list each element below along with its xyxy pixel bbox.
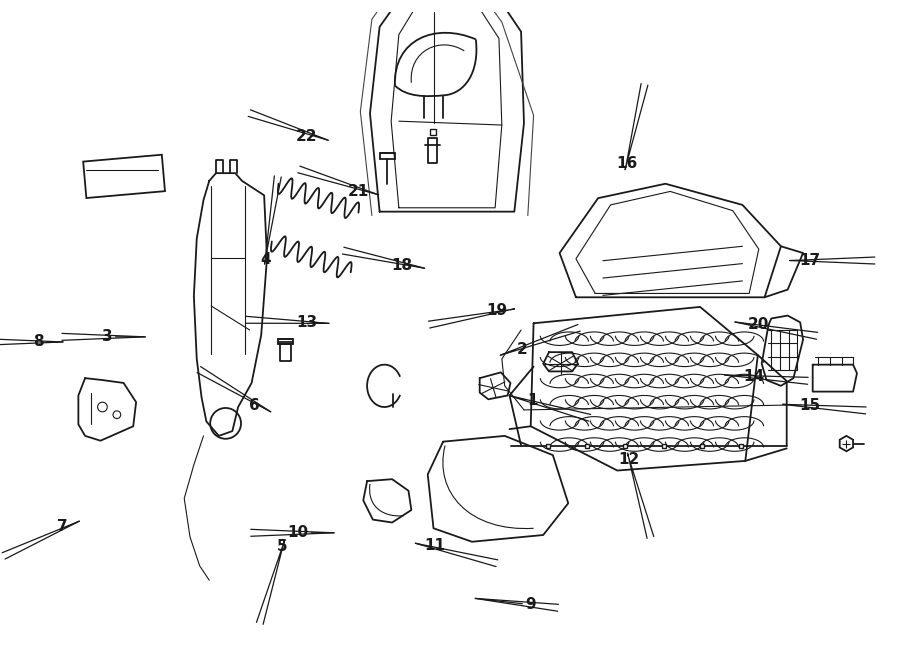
Text: 13: 13 <box>296 315 317 330</box>
Text: 9: 9 <box>525 596 535 611</box>
Bar <box>83 155 165 198</box>
Text: 22: 22 <box>296 129 317 144</box>
Text: 8: 8 <box>33 334 43 350</box>
Text: 21: 21 <box>348 184 369 200</box>
Text: 10: 10 <box>287 525 309 540</box>
Text: 18: 18 <box>392 258 412 273</box>
Text: 14: 14 <box>743 369 764 384</box>
Text: 6: 6 <box>249 398 260 413</box>
Text: 15: 15 <box>800 398 821 413</box>
Text: 17: 17 <box>800 253 821 268</box>
Text: 12: 12 <box>618 451 640 467</box>
Text: 19: 19 <box>487 303 508 318</box>
Text: 2: 2 <box>517 342 527 357</box>
Text: 7: 7 <box>58 519 68 534</box>
Text: 3: 3 <box>103 329 112 344</box>
Text: 11: 11 <box>425 538 446 553</box>
Text: 5: 5 <box>277 539 288 555</box>
Text: 1: 1 <box>526 393 537 408</box>
Text: 20: 20 <box>748 317 770 332</box>
Text: 4: 4 <box>260 252 271 267</box>
Text: 16: 16 <box>616 157 637 171</box>
